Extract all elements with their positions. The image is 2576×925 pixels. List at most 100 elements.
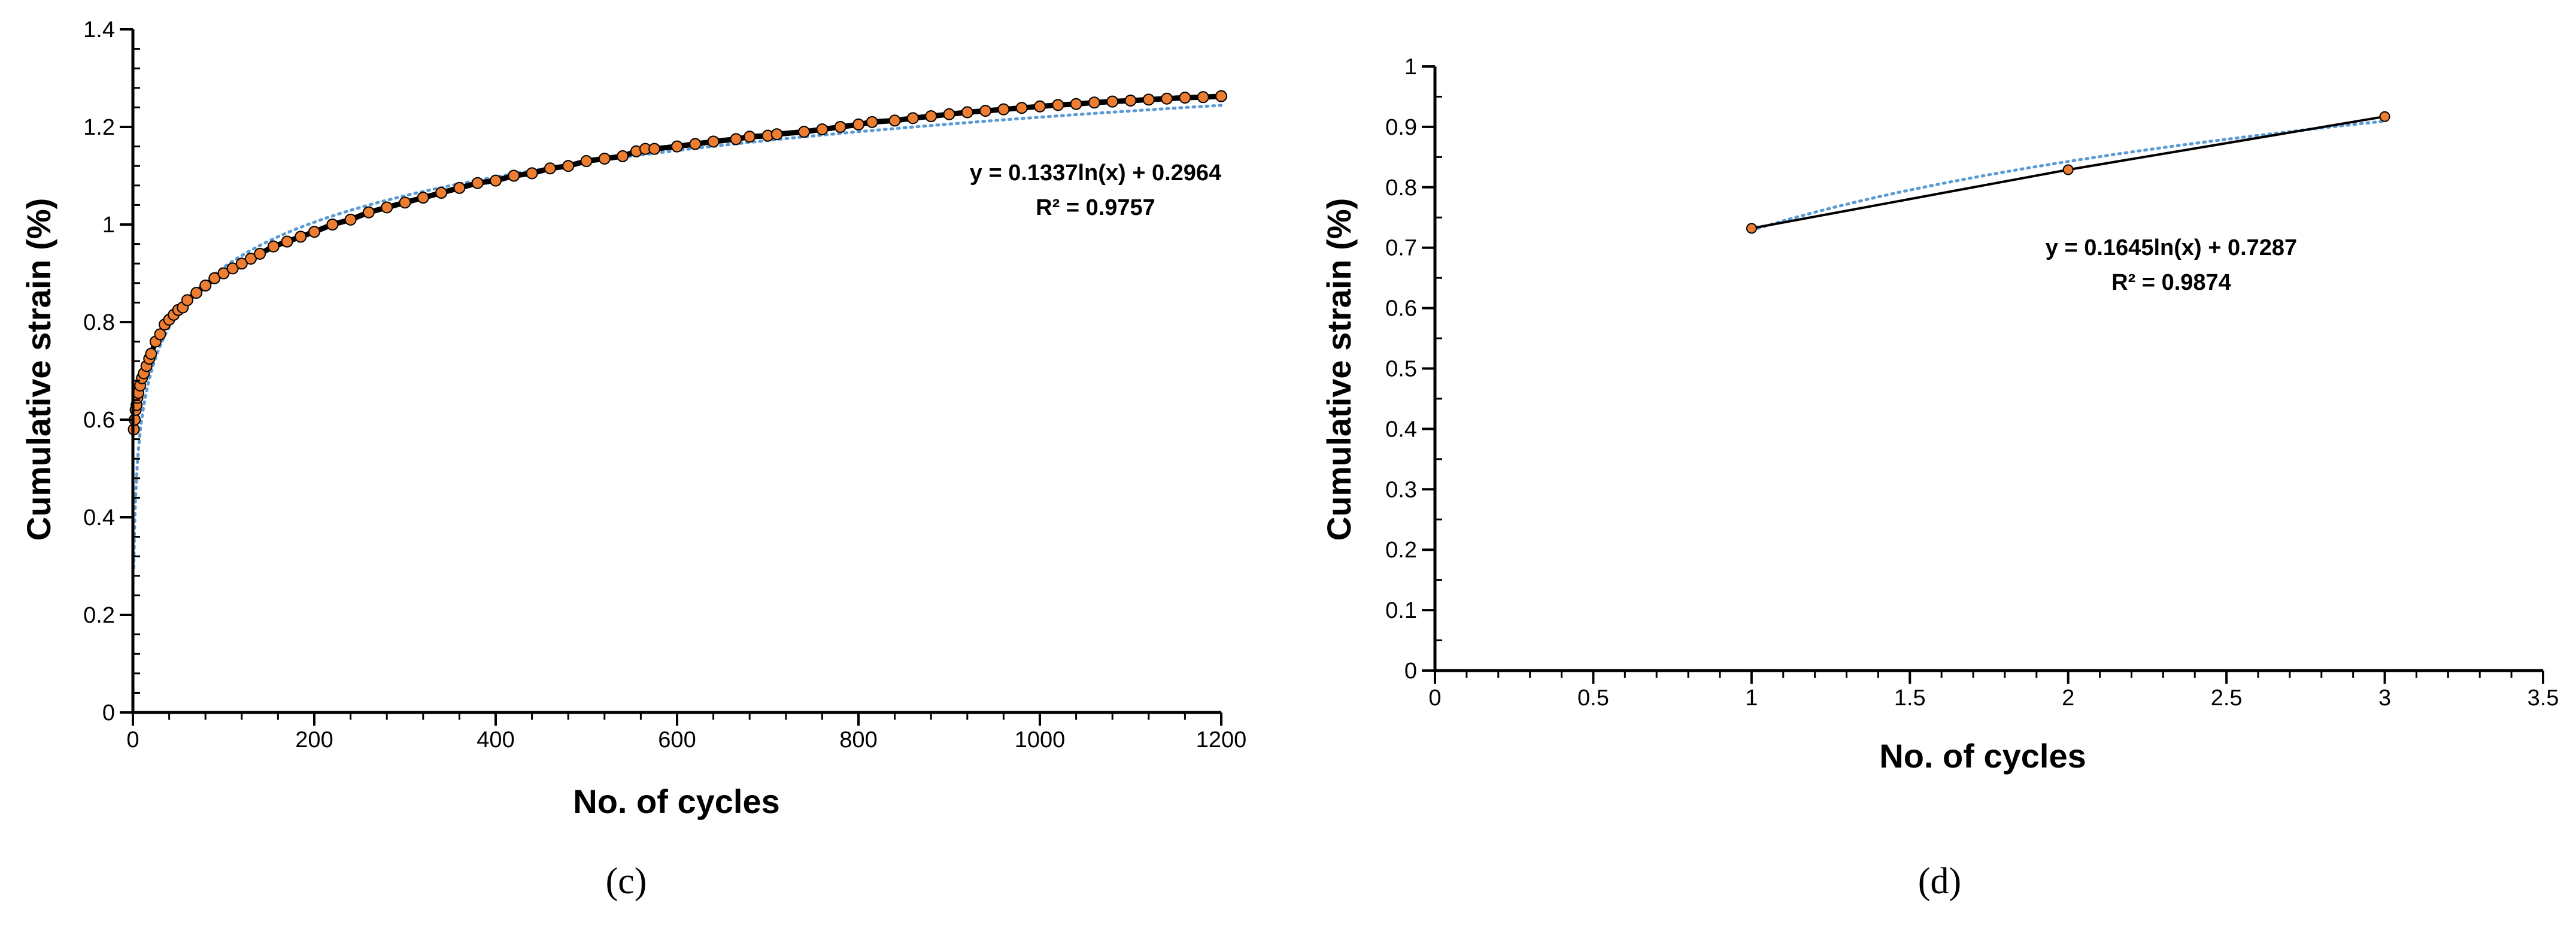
- chart-c-data-group: [128, 90, 1227, 436]
- chart-c-data-point: [671, 140, 683, 153]
- chart-c-data-point: [267, 240, 280, 253]
- chart-c-data-point: [326, 219, 339, 231]
- chart-c-data-point: [181, 294, 193, 307]
- chart-c-data-point: [235, 257, 248, 270]
- chart-c-y-tick-label: 0.2: [83, 603, 115, 628]
- chart-c-data-point: [997, 103, 1010, 116]
- chart-d-y-tick-label: 0.4: [1385, 417, 1417, 442]
- chart-d-x-tick-label: 1: [1745, 686, 1758, 711]
- chart-c-data-point: [1124, 94, 1137, 107]
- chart-c-data-point: [145, 347, 157, 360]
- chart-c-x-tick-label: 1000: [1015, 727, 1066, 753]
- chart-c-data-point: [1052, 99, 1064, 111]
- chart-d-x-tick-label: 0.5: [1577, 686, 1609, 711]
- chart-c-data-point: [1161, 92, 1173, 105]
- chart-c-data-point: [770, 128, 783, 141]
- chart-c-data-point: [381, 201, 393, 214]
- chart-c-data-point: [598, 152, 611, 165]
- chart-c-data-point: [308, 226, 320, 238]
- chart-d-x-tick-label: 3.5: [2528, 686, 2559, 711]
- chart-d-y-tick-label: 0.9: [1385, 115, 1417, 140]
- chart-d-data-point: [1746, 223, 1757, 234]
- chart-c-data-point: [199, 279, 212, 292]
- chart-c-data-point: [1034, 100, 1046, 113]
- chart-c-data-point: [453, 181, 466, 194]
- chart-c-trendline: [132, 104, 1223, 569]
- chart-c-axes-group: [120, 28, 1222, 726]
- chart-d-tick-labels: 0 0.5 1 1.5 2 2.5 3 3.5 0 0.1 0.2 0.3 0.4 0.5 0.6 0.7 0.…: [1385, 54, 2559, 711]
- chart-c-x-tick-label: 200: [295, 727, 333, 753]
- chart-c-tick-labels: 0 200 400 600 800 1000 1200 0 0.2 0.4 0.6 0.8 1 1.2 1.…: [83, 17, 1246, 753]
- chart-c-data-point: [508, 169, 520, 182]
- chart-d-x-tick-label: 3: [2378, 686, 2391, 711]
- chart-c-y-tick-label: 0.4: [83, 505, 115, 530]
- chart-c-data-point: [562, 160, 575, 172]
- chart-c-y-tick-label: 0.6: [83, 408, 115, 433]
- chart-c-panel-label: (c): [606, 861, 647, 902]
- chart-c-trendline-group: [132, 104, 1223, 569]
- chart-d-y-tick-label: 0.7: [1385, 236, 1417, 261]
- chart-c-data-point: [399, 196, 411, 209]
- chart-c-data-point: [798, 126, 811, 138]
- chart-c-y-tick-label: 1.2: [83, 115, 115, 140]
- chart-c-x-tick-label: 600: [658, 727, 696, 753]
- chart-c-trendline-equation: y = 0.1337ln(x) + 0.2964: [970, 160, 1221, 186]
- chart-c-data-point: [689, 138, 702, 150]
- chart-c-data-point: [526, 167, 538, 180]
- chart-c-data-point: [1215, 90, 1227, 102]
- chart-d-trendline: [1750, 119, 2387, 232]
- chart-d-y-axis-title: Cumulative strain (%): [1320, 198, 1358, 541]
- chart-d-r-squared: R² = 0.9874: [2111, 270, 2231, 295]
- chart-d-y-tick-label: 0.1: [1385, 598, 1417, 623]
- chart-c-data-point: [281, 235, 293, 248]
- chart-c-data-point: [648, 142, 661, 155]
- chart-c-data-point: [254, 247, 266, 260]
- chart-c-data-point: [417, 192, 429, 204]
- chart-c-x-tick-label: 800: [839, 727, 877, 753]
- chart-c-data-point: [943, 108, 955, 120]
- chart-c-data-point: [295, 231, 307, 243]
- chart-c-data-point: [866, 116, 878, 128]
- chart-c-data-point: [816, 123, 829, 136]
- chart-c-data-point: [362, 206, 375, 219]
- chart-d-trendline-group: [1750, 119, 2387, 232]
- chart-d-x-tick-label: 0: [1428, 686, 1441, 711]
- chart-c-data-point: [906, 112, 919, 125]
- chart-c-data-point: [244, 253, 257, 265]
- chart-c: 0 200 400 600 800 1000 1200 0 0.2 0.4 0.6 0.8 1 1.2 1.…: [20, 17, 1246, 902]
- chart-c-data-point: [1015, 102, 1028, 114]
- chart-c-data-point: [961, 106, 973, 119]
- chart-d-x-tick-label: 2: [2062, 686, 2074, 711]
- chart-c-data-point: [1197, 91, 1209, 104]
- chart-c-x-axis-title: No. of cycles: [573, 783, 779, 820]
- chart-c-x-tick-label: 400: [477, 727, 514, 753]
- chart-c-data-point: [490, 174, 502, 187]
- chart-d-x-tick-label: 1.5: [1894, 686, 1926, 711]
- chart-c-x-tick-label: 1200: [1196, 727, 1247, 753]
- chart-c-data-point: [154, 328, 166, 341]
- chart-d-x-axis-title: No. of cycles: [1879, 737, 2086, 775]
- chart-d-y-tick-label: 0.6: [1385, 296, 1417, 322]
- chart-d-data-group: [1746, 111, 2390, 234]
- chart-c-data-point: [190, 287, 203, 299]
- chart-c-r-squared: R² = 0.9757: [1036, 195, 1155, 220]
- chart-c-y-axis-title: Cumulative strain (%): [20, 198, 57, 541]
- chart-c-y-tick-label: 1.4: [83, 17, 115, 43]
- chart-c-data-point: [1088, 96, 1100, 109]
- chart-c-data-point: [226, 262, 239, 275]
- chart-d-axes-group: [1422, 65, 2544, 684]
- chart-c-data-point: [834, 121, 846, 133]
- chart-c-data-point: [617, 150, 629, 162]
- chart-c-data-point: [979, 105, 992, 117]
- chart-d-data-point: [2062, 164, 2074, 175]
- chart-c-data-point: [580, 155, 593, 168]
- chart-c-data-point: [730, 133, 742, 145]
- chart-c-data-point: [707, 135, 720, 148]
- chart-d-y-tick-label: 0.3: [1385, 477, 1417, 502]
- chart-d-data-point: [2379, 111, 2390, 122]
- chart-c-data-point: [1070, 98, 1082, 110]
- chart-d-y-tick-label: 0: [1404, 659, 1417, 684]
- chart-d-y-tick-label: 0.2: [1385, 538, 1417, 563]
- chart-c-data-point: [744, 131, 756, 143]
